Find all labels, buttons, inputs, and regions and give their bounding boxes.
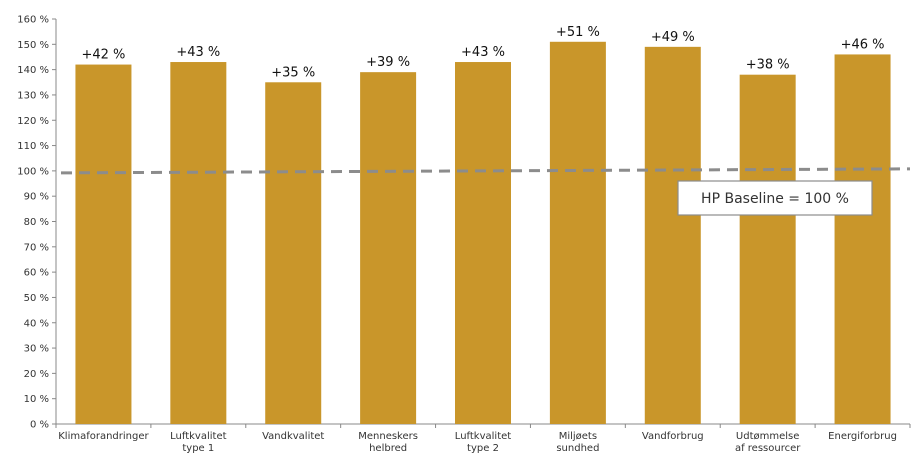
- bar: [265, 82, 322, 424]
- baseline-label: HP Baseline = 100 %: [701, 191, 849, 207]
- bar-value-label: +43 %: [176, 45, 220, 60]
- x-axis: [55, 423, 911, 428]
- y-tick-label: 40 %: [24, 318, 49, 329]
- bar-value-label: +43 %: [461, 45, 505, 60]
- y-tick-label: 80 %: [24, 217, 49, 228]
- category-label: af ressourcer: [735, 443, 801, 454]
- y-tick-label: 110 %: [17, 141, 49, 152]
- bar-value-label: +49 %: [651, 30, 695, 45]
- bar: [360, 72, 417, 424]
- category-label: Miljøets: [559, 431, 597, 442]
- bar-value-label: +39 %: [366, 55, 410, 70]
- category-label: Luftkvalitet: [170, 431, 226, 442]
- y-tick-label: 150 %: [17, 40, 49, 51]
- y-tick-label: 130 %: [17, 90, 49, 101]
- category-label: Menneskers: [358, 431, 418, 442]
- category-label: type 2: [467, 443, 499, 454]
- baseline-label-box: [677, 180, 873, 216]
- bar-value-label: +51 %: [556, 25, 600, 40]
- bar: [170, 62, 227, 424]
- bar: [644, 46, 701, 424]
- category-label: helbred: [369, 443, 407, 454]
- y-tick-label: 20 %: [24, 369, 49, 380]
- category-label: Vandkvalitet: [262, 431, 324, 442]
- bar: [75, 64, 132, 424]
- y-tick-label: 100 %: [17, 166, 49, 177]
- baseline-line: [60, 167, 911, 175]
- data-labels-group: +42 % +43 % +35 % +39 % +43 % +51 % +49 % +38 %…: [81, 25, 884, 81]
- bar: [834, 54, 891, 424]
- bar-value-label: +38 %: [746, 58, 790, 73]
- category-label: Luftkvalitet: [455, 431, 511, 442]
- category-label: Klimaforandringer: [58, 431, 149, 442]
- bar: [455, 62, 511, 424]
- bar: [739, 74, 796, 424]
- category-label: Vandforbrug: [642, 431, 704, 442]
- y-tick-label: 90 %: [24, 192, 49, 203]
- category-label: Udtømmelse: [736, 431, 799, 442]
- y-tick-label: 60 %: [24, 268, 49, 279]
- y-tick-label: 30 %: [24, 344, 49, 355]
- category-label: Energiforbrug: [828, 431, 897, 442]
- bar-value-label: +42 %: [81, 48, 125, 63]
- bar: [549, 41, 606, 424]
- bars-group: [75, 41, 891, 424]
- y-tick-label: 160 %: [17, 15, 49, 26]
- y-tick-label: 70 %: [24, 242, 49, 253]
- y-tick-label: 10 %: [24, 394, 49, 405]
- baseline-group: HP Baseline = 100 %: [60, 167, 911, 216]
- bar-value-label: +46 %: [841, 37, 885, 52]
- category-label: sundhed: [556, 443, 599, 454]
- y-tick-label: 50 %: [24, 293, 49, 304]
- bar-value-label: +35 %: [271, 65, 315, 80]
- y-tick-label: 120 %: [17, 116, 49, 127]
- y-tick-label: 140 %: [17, 65, 49, 76]
- y-axis: 0 % 10 % 20 % 30 % 40 % 50 % 60 % 70 % 80 % 90 % 1…: [17, 15, 57, 431]
- category-label: type 1: [182, 443, 214, 454]
- y-tick-label: 0 %: [30, 420, 49, 431]
